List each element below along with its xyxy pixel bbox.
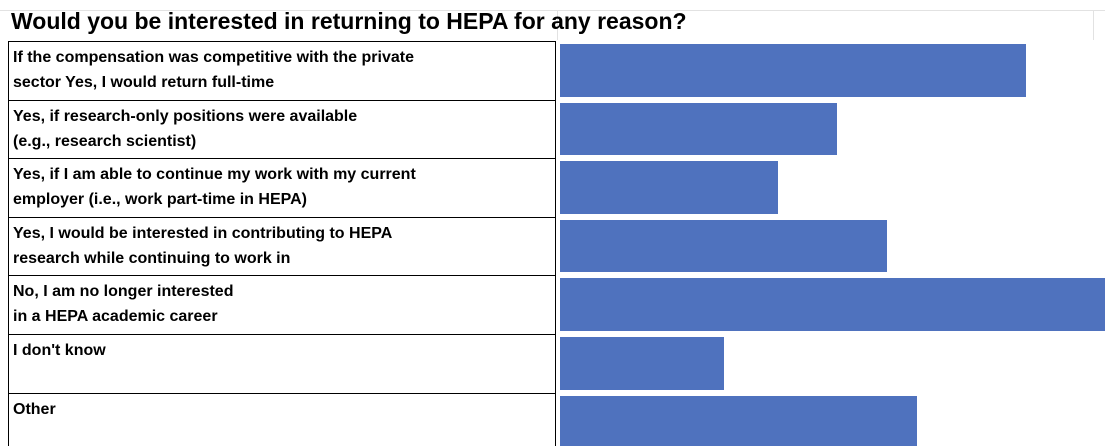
bar [560,44,1026,97]
sheet-grid-line [557,10,558,40]
bar [560,161,778,214]
row-label: Yes, if research-only positions were ava… [8,99,556,160]
row-label: No, I am no longer interested in a HEPA … [8,275,556,335]
row-label: I don't know [8,334,556,394]
bar [560,278,1105,331]
row-label: Yes, I would be interested in contributi… [8,216,556,277]
sheet-grid-line [1093,10,1094,40]
chart-title: Would you be interested in returning to … [11,8,687,34]
bar [560,395,917,446]
row-label: Other [8,392,556,446]
row-label: If the compensation was competitive with… [8,41,556,101]
row-label: Yes, if I am able to continue my work wi… [8,158,556,218]
bar [560,102,838,156]
bar [560,219,887,273]
bar [560,337,724,390]
sheet-grid-line [0,10,1105,11]
